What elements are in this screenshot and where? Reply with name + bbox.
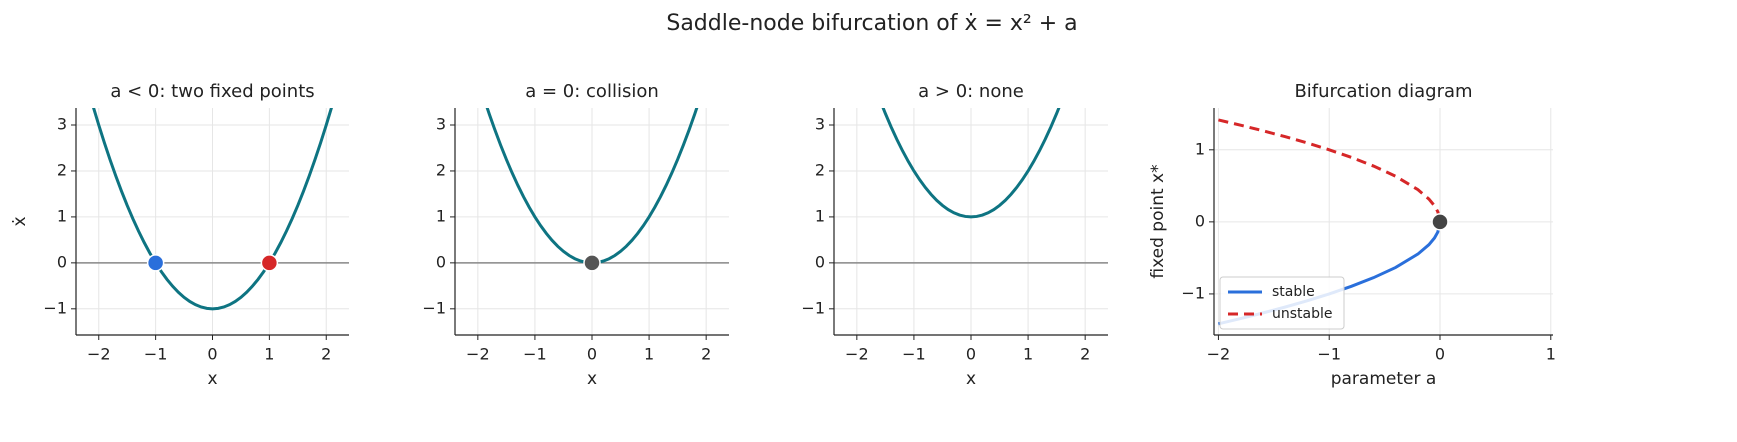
x-tick-label: −1 [523,345,547,364]
y-tick-label: −1 [1181,283,1205,302]
y-tick-label: 3 [57,115,67,134]
y-tick-label: 2 [57,160,67,179]
x-axis-label: parameter a [1331,369,1437,389]
x-axis-label: x [587,369,597,389]
figure-title: Saddle-node bifurcation of ẋ = x² + a [666,11,1077,36]
y-tick-label: 1 [436,206,446,225]
line-series [1218,118,1442,223]
fixed-point [146,254,165,272]
x-tick-label: 2 [1080,345,1090,364]
fixed-point [1431,213,1449,231]
x-tick-label: −1 [902,345,926,364]
line-series [92,108,333,311]
axis-title: a > 0: none [918,81,1024,102]
x-tick-label: 1 [1546,345,1556,364]
y-tick-label: 3 [815,115,825,134]
y-tick-label: 2 [436,160,446,179]
x-tick-label: −2 [87,345,111,364]
y-tick-label: 0 [815,252,825,271]
legend-label: unstable [1272,306,1333,322]
legend-label: stable [1272,284,1315,300]
y-tick-label: 3 [436,115,446,134]
x-tick-label: −1 [144,345,168,364]
axis-title: a = 0: collision [525,81,659,102]
y-tick-label: −1 [43,298,67,317]
x-tick-label: 2 [701,345,711,364]
x-tick-label: 1 [264,345,274,364]
x-tick-label: −1 [1317,345,1341,364]
y-tick-label: 0 [57,252,67,271]
y-tick-label: 1 [57,206,67,225]
x-tick-label: 1 [1023,345,1033,364]
axis-title: a < 0: two fixed points [110,81,314,102]
y-axis-label: ẋ [10,216,30,226]
x-tick-label: 1 [644,345,654,364]
fixed-point [260,254,279,272]
y-tick-label: −1 [422,298,446,317]
y-tick-label: 0 [1195,211,1205,230]
fixed-point [583,254,601,272]
y-axis-label: fixed point x* [1148,164,1168,278]
legend-box [1219,276,1345,330]
x-axis-label: x [207,369,217,389]
line-series [881,108,1061,219]
y-tick-label: 1 [1195,139,1205,158]
y-tick-label: 1 [815,206,825,225]
x-tick-label: 2 [321,345,331,364]
x-tick-label: −2 [1207,345,1231,364]
axis-title: Bifurcation diagram [1294,81,1472,102]
x-tick-label: 0 [966,345,976,364]
y-tick-label: −1 [801,298,825,317]
x-tick-label: −2 [466,345,490,364]
y-tick-label: 2 [815,160,825,179]
x-tick-label: 0 [1435,345,1445,364]
y-tick-label: 0 [436,252,446,271]
x-tick-label: 0 [207,345,217,364]
x-tick-label: 0 [587,345,597,364]
x-axis-label: x [966,369,976,389]
x-tick-label: −2 [845,345,869,364]
